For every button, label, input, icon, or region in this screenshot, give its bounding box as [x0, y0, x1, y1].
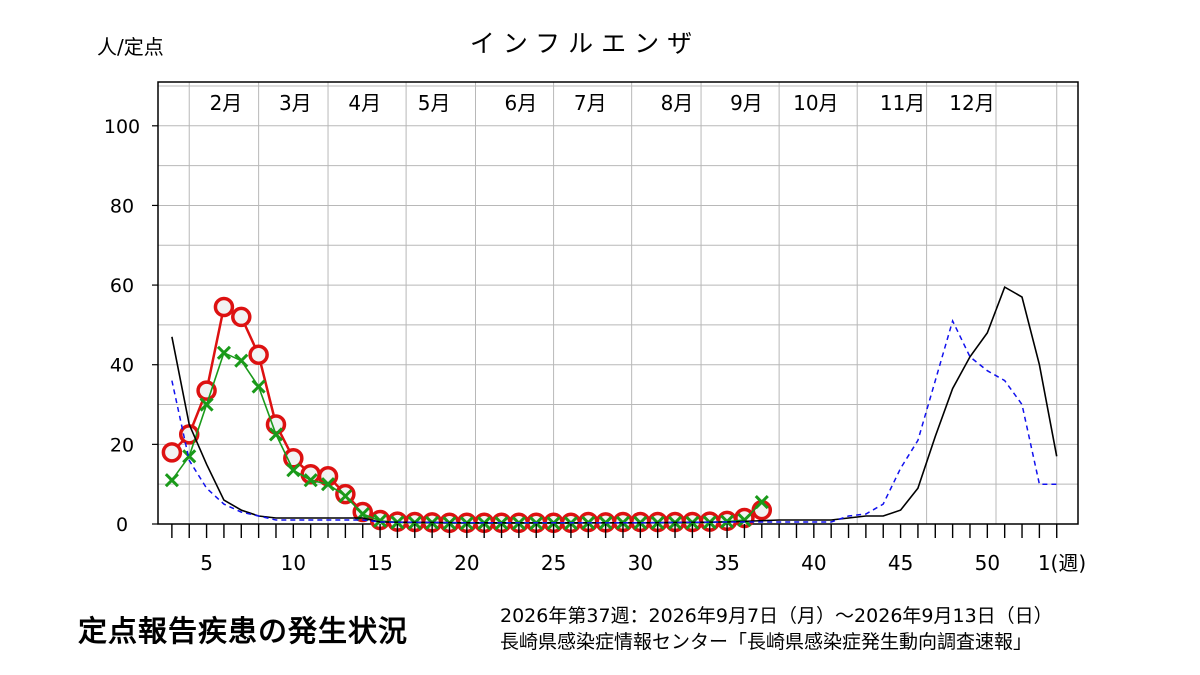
month-label: 5月 [418, 91, 451, 115]
series-line-green [171, 351, 763, 525]
y-tick-label: 0 [116, 514, 128, 536]
data-point-cross [286, 463, 301, 478]
y-axis-title: 人/定点 [97, 35, 164, 59]
series-line-red [171, 305, 763, 525]
report-source: 長崎県感染症情報センター「長崎県感染症発生動向調査速報」 [500, 631, 1033, 653]
data-point-cross [268, 427, 284, 442]
month-label: 4月 [348, 91, 381, 115]
x-tick-label: 25 [541, 551, 566, 575]
series-layer [161, 285, 1058, 534]
x-tick-label: 50 [975, 551, 1000, 575]
y-tick-label: 40 [110, 355, 134, 377]
x-tick-label: 35 [714, 551, 739, 575]
month-label: 12月 [949, 91, 994, 115]
month-label: 2月 [210, 91, 243, 115]
month-label: 3月 [279, 91, 312, 115]
data-point-circle [161, 442, 183, 463]
data-point-cross [338, 489, 353, 504]
data-point-cross [234, 353, 249, 368]
x-tick-label: 45 [888, 551, 913, 575]
data-point-circle [196, 380, 217, 401]
x-tick-label: 5 [200, 551, 213, 575]
footer-title: 定点報告疾患の発生状況 [78, 614, 409, 648]
data-point-cross [737, 512, 752, 528]
month-label: 8月 [661, 91, 694, 115]
grid-lines [158, 82, 1078, 524]
data-point-cross [199, 397, 214, 412]
month-label: 6月 [505, 91, 538, 115]
x-tick-label: 15 [367, 551, 392, 575]
x-tick-label: 30 [628, 551, 653, 575]
x-tick-label: 40 [801, 551, 826, 575]
data-point-cross [320, 477, 336, 492]
x-axis-unit-label: 1(週) [1038, 551, 1086, 575]
data-point-cross [754, 495, 769, 510]
month-label: 7月 [574, 91, 607, 115]
axis-labels: 0 20 40 60 80 100 5 10 15 20 25 30 35 40 45 50 2月 3月 4月 5月 6… [104, 91, 1000, 575]
series-line-blue-dashed [171, 318, 1057, 524]
x-tick-label: 20 [454, 551, 479, 575]
data-point-cross [216, 345, 231, 360]
data-point-cross [373, 513, 388, 528]
y-tick-label: 20 [110, 434, 134, 456]
data-point-circle [213, 296, 235, 318]
data-point-circle [248, 344, 269, 366]
data-point-cross [164, 473, 179, 488]
y-tick-label: 60 [110, 275, 134, 297]
data-point-cross [182, 449, 197, 464]
data-point-circle [231, 306, 252, 328]
month-label: 9月 [730, 91, 763, 115]
data-point-cross [251, 379, 266, 394]
x-tick-label: 10 [281, 551, 306, 575]
influenza-chart: 0 20 40 60 80 100 5 10 15 20 25 30 35 40 45 50 2月 3月 4月 5月 6… [97, 29, 1086, 575]
y-tick-label: 100 [104, 116, 140, 138]
report-period: 2026年第37週：2026年9月7日（月）〜2026年9月13日（日） [500, 605, 1053, 627]
month-label: 11月 [880, 91, 925, 115]
chart-title: インフルエンザ [470, 29, 700, 58]
month-label: 10月 [793, 91, 838, 115]
axis-ticks [152, 125, 1058, 538]
y-tick-label: 80 [110, 195, 134, 217]
data-point-cross [303, 473, 318, 488]
